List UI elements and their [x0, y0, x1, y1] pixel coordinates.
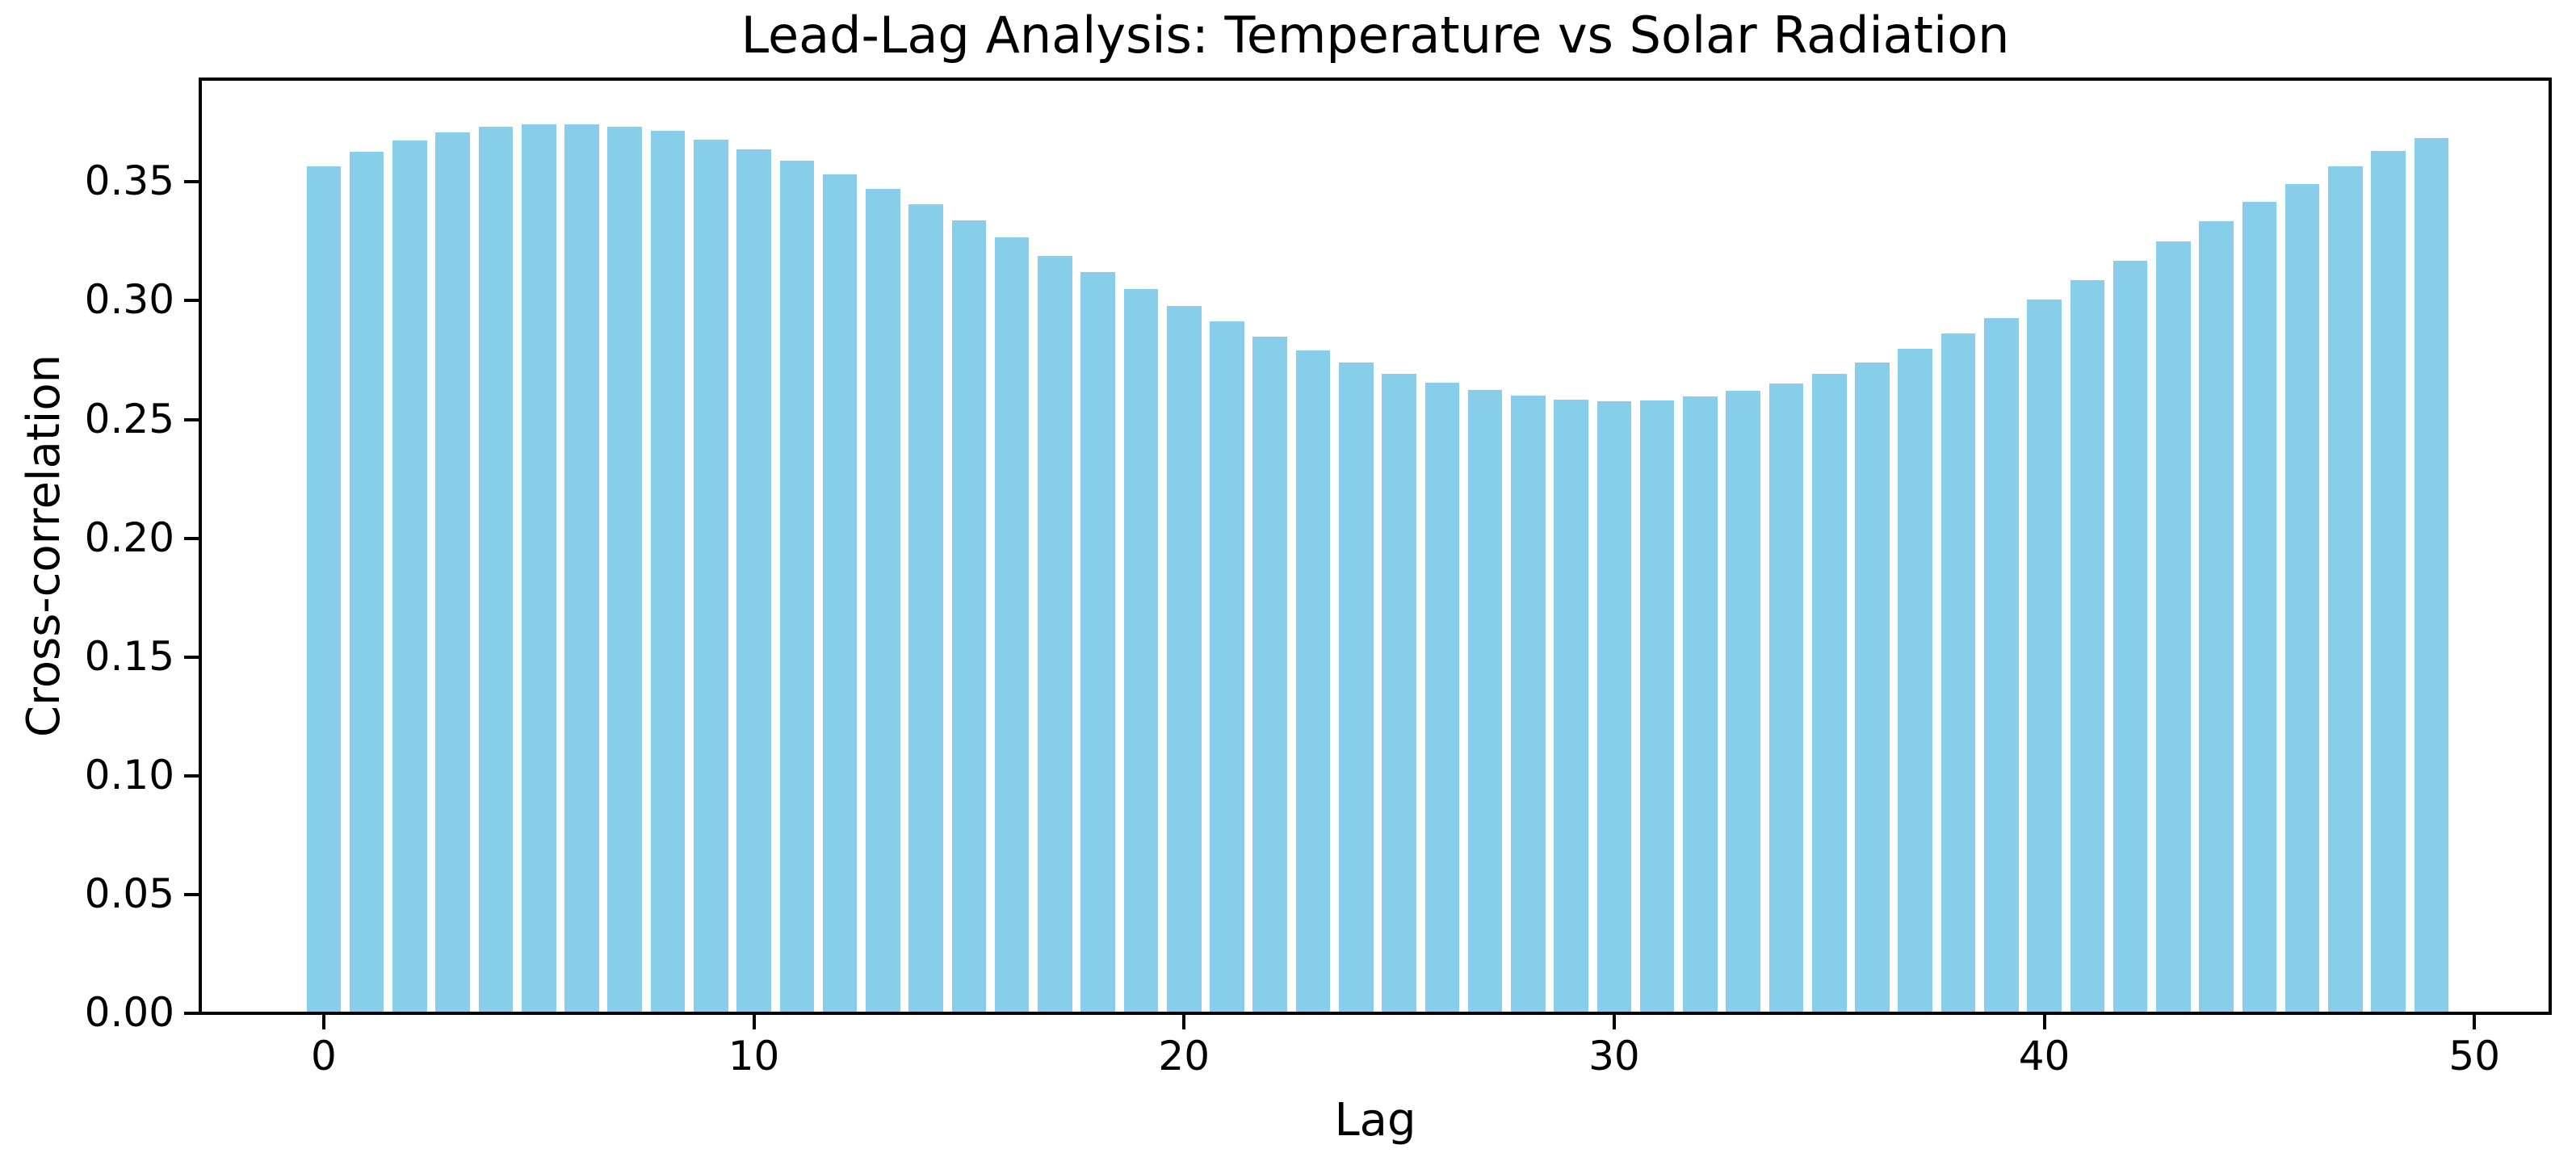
bar-lag-29 — [1554, 399, 1588, 1013]
bar-lag-12 — [822, 174, 858, 1013]
bar-lag-19 — [1123, 288, 1159, 1013]
y-tick-0.20 — [184, 536, 199, 540]
y-tick-label-0.10: 0.10 — [84, 751, 174, 799]
bar-lag-9 — [693, 139, 728, 1013]
bar-lag-23 — [1295, 350, 1331, 1013]
x-tick-0 — [321, 1015, 325, 1029]
bar-lag-48 — [2371, 151, 2406, 1013]
chart-title: Lead-Lag Analysis: Temperature vs Solar … — [740, 6, 2010, 65]
y-tick-0.15 — [184, 655, 199, 659]
bar-lag-41 — [2070, 280, 2105, 1013]
bar-lag-10 — [736, 149, 771, 1013]
y-tick-label-0.05: 0.05 — [84, 870, 174, 917]
bar-lag-17 — [1038, 255, 1072, 1013]
bar-lag-7 — [607, 127, 643, 1013]
x-axis-label: Lag — [1334, 1094, 1416, 1147]
y-tick-label-0.35: 0.35 — [84, 157, 174, 205]
x-tick-30 — [1612, 1015, 1616, 1029]
bar-lag-26 — [1424, 382, 1460, 1013]
bar-lag-18 — [1080, 272, 1115, 1013]
x-tick-label-50: 50 — [2448, 1033, 2501, 1079]
y-tick-label-0.00: 0.00 — [84, 989, 174, 1036]
bar-lag-37 — [1898, 348, 1933, 1013]
bar-lag-2 — [392, 140, 427, 1013]
bar-lag-22 — [1252, 336, 1288, 1013]
bar-lag-20 — [1166, 306, 1202, 1013]
bar-lag-38 — [1940, 333, 1976, 1013]
y-tick-0.05 — [184, 892, 199, 896]
bar-lag-35 — [1811, 374, 1847, 1013]
bar-lag-30 — [1596, 400, 1632, 1013]
bar-lag-32 — [1683, 396, 1718, 1013]
bar-lag-27 — [1467, 390, 1503, 1013]
x-tick-label-40: 40 — [2018, 1033, 2070, 1079]
y-tick-label-0.20: 0.20 — [84, 514, 174, 561]
bar-lag-47 — [2328, 166, 2363, 1013]
bar-lag-34 — [1768, 384, 1804, 1013]
bar-lag-49 — [2414, 137, 2449, 1013]
bar-lag-43 — [2156, 241, 2191, 1013]
bar-lag-0 — [306, 166, 342, 1013]
right-spine — [2549, 78, 2552, 1015]
bar-lag-28 — [1511, 396, 1546, 1013]
y-tick-label-0.30: 0.30 — [84, 276, 174, 324]
bar-lag-3 — [435, 132, 470, 1013]
y-tick-label-0.15: 0.15 — [84, 632, 174, 680]
y-tick-0.35 — [184, 180, 199, 184]
bar-lag-25 — [1382, 374, 1416, 1013]
bar-lag-1 — [349, 152, 384, 1013]
bar-lag-46 — [2284, 183, 2320, 1013]
bar-lag-44 — [2199, 220, 2234, 1013]
bar-lag-8 — [650, 131, 686, 1013]
bar-lag-4 — [478, 127, 514, 1013]
bar-lag-42 — [2112, 261, 2148, 1013]
y-tick-0.10 — [184, 773, 199, 778]
y-tick-0.25 — [184, 417, 199, 421]
bar-lag-36 — [1855, 362, 1890, 1013]
bar-lag-39 — [1984, 317, 2019, 1013]
x-tick-label-20: 20 — [1158, 1033, 1210, 1079]
x-tick-10 — [752, 1015, 756, 1029]
x-tick-label-0: 0 — [310, 1033, 337, 1079]
bar-lag-5 — [521, 124, 556, 1013]
x-tick-label-10: 10 — [728, 1033, 780, 1079]
bar-lag-11 — [779, 160, 815, 1013]
x-tick-label-30: 30 — [1588, 1033, 1640, 1079]
bar-lag-13 — [866, 189, 900, 1013]
y-tick-0.00 — [184, 1012, 199, 1015]
bar-lag-14 — [908, 204, 943, 1013]
bar-lag-15 — [951, 220, 987, 1013]
bottom-spine — [199, 1012, 2552, 1015]
bar-lag-45 — [2242, 202, 2277, 1013]
bar-lag-31 — [1639, 400, 1675, 1013]
top-spine — [199, 78, 2552, 81]
bar-lag-33 — [1726, 391, 1760, 1013]
y-tick-0.30 — [184, 299, 199, 303]
x-tick-20 — [1182, 1015, 1186, 1029]
left-spine — [199, 78, 202, 1015]
y-tick-label-0.25: 0.25 — [84, 395, 174, 442]
bar-lag-16 — [994, 237, 1030, 1013]
bar-lag-40 — [2027, 300, 2062, 1013]
x-tick-50 — [2473, 1015, 2477, 1029]
bar-lag-6 — [564, 124, 599, 1013]
x-tick-40 — [2042, 1015, 2046, 1029]
bar-lag-24 — [1338, 363, 1374, 1013]
bar-lag-21 — [1210, 321, 1244, 1013]
